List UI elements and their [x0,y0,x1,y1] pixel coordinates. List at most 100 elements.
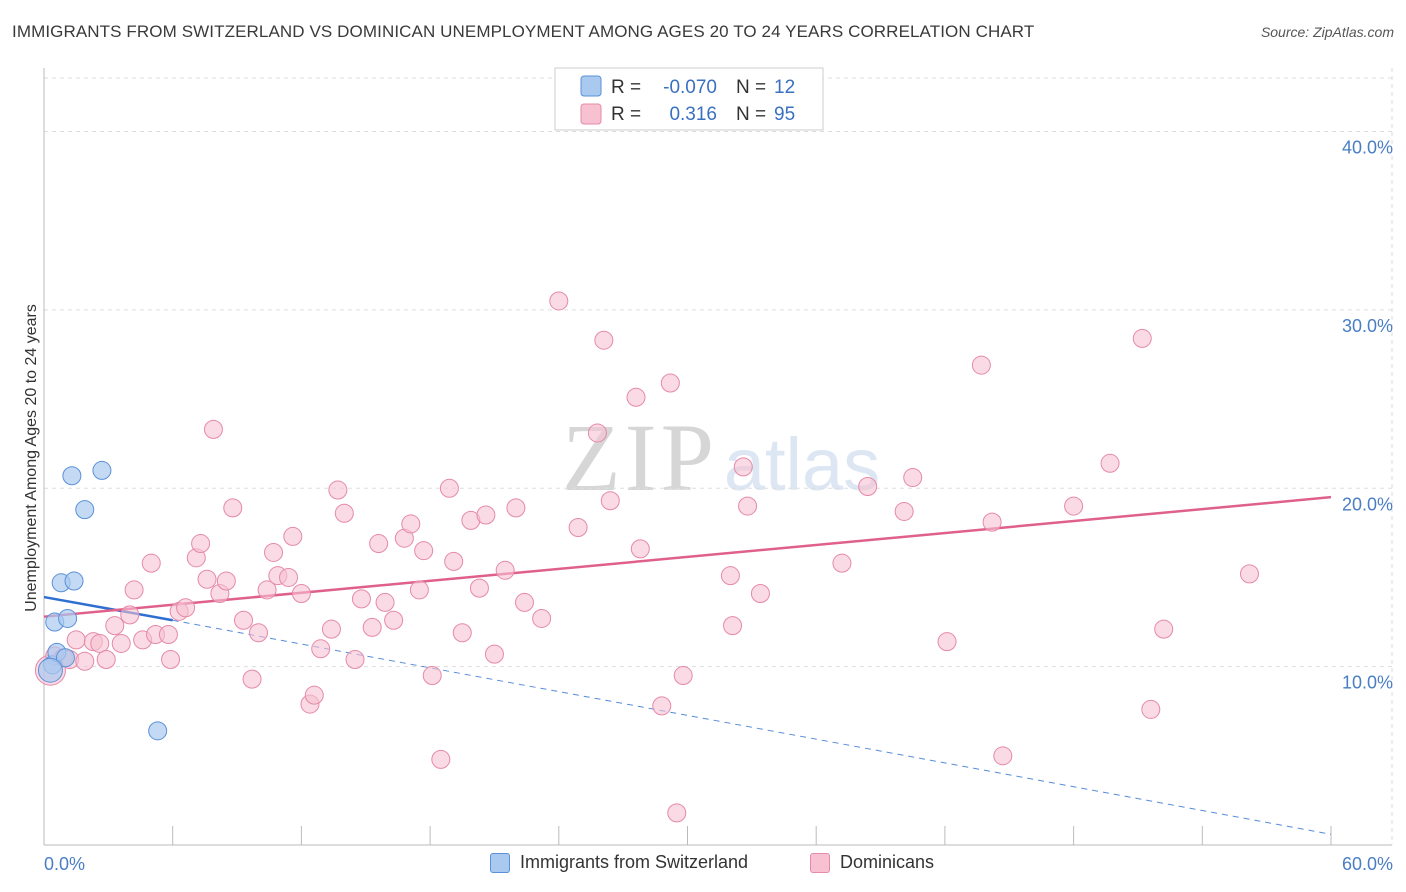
dominicans-point [197,569,217,589]
legend-item-dominicans: Dominicans [810,852,934,873]
dominicans-point [937,632,957,652]
dominicans-point [439,478,459,498]
dominicans-point [75,651,95,671]
dominicans-point [176,598,196,618]
dominicans-points [34,291,1259,823]
dominicans-point [191,534,211,554]
dominicans-point [291,583,311,603]
dominicans-point [660,373,680,393]
watermark: ZIP atlas [562,404,880,511]
dominicans-point [568,517,588,537]
dominicans-point [982,512,1002,532]
x-tick-label-1: 60.0% [1342,854,1393,874]
gridlines [44,68,1393,845]
dominicans-point [1154,619,1174,639]
switzerland-point [92,460,112,480]
switzerland-point [64,571,84,591]
dominicans-point [321,619,341,639]
dominicans-point [587,423,607,443]
dominicans-point [733,457,753,477]
legend-item-switzerland: Immigrants from Switzerland [490,852,748,873]
dominicans-point [161,649,181,669]
series-legend: Immigrants from Switzerland Dominicans [0,852,1406,878]
legend-r-label-pink: R = [611,104,641,125]
dominicans-trend-line [43,495,1332,618]
dominicans-point [384,610,404,630]
source-credit: Source: ZipAtlas.com [1260,24,1394,40]
dominicans-point [369,534,389,554]
dominicans-point [409,580,429,600]
dominicans-point [120,605,140,625]
chart-title: IMMIGRANTS FROM SWITZERLAND VS DOMINICAN… [12,22,1035,41]
dominicans-point [549,291,569,311]
legend-label-switzerland: Immigrants from Switzerland [520,852,749,872]
switzerland-point [62,466,82,486]
dominicans-point [362,617,382,637]
y-axis-label: Unemployment Among Ages 20 to 24 years [23,304,40,612]
y-tick-label-2: 30.0% [1342,316,1393,336]
switzerland-point [75,500,95,520]
dominicans-point [304,685,324,705]
switzerland-points [37,460,168,741]
legend-swatch-pink [580,103,602,125]
dominicans-point [894,501,914,521]
dominicans-point [452,623,472,643]
dominicans-point [105,616,125,636]
legend-r-value-blue: -0.070 [663,77,717,98]
switzerland-trend-line [43,595,173,622]
dominicans-point [506,498,526,518]
switzerland-point [148,721,168,741]
legend-n-value-pink: 95 [774,104,795,125]
dominicans-point [351,589,371,609]
dominicans-point [1064,496,1084,516]
trend-lines [43,495,1332,835]
dominicans-point [993,746,1013,766]
dominicans-point [311,639,331,659]
dominicans-point [66,630,86,650]
dominicans-point [1132,328,1152,348]
dominicans-point [600,491,620,511]
dominicans-point [667,803,687,823]
dominicans-point [264,542,284,562]
dominicans-point [96,649,116,669]
legend-n-value-blue: 12 [774,77,795,98]
switzerland-point [55,648,75,668]
dominicans-point [484,644,504,664]
dominicans-point [750,583,770,603]
dominicans-point [971,355,991,375]
dominicans-point [422,666,442,686]
watermark-zip: ZIP [562,404,718,511]
dominicans-point [673,666,693,686]
switzerland-point [37,657,63,683]
dominicans-point [328,480,348,500]
dominicans-point [90,633,110,653]
y-tick-label-0: 10.0% [1342,673,1393,693]
y-tick-label-3: 40.0% [1342,138,1393,158]
dominicans-point [1141,699,1161,719]
dominicans-point [532,608,552,628]
dominicans-point [738,496,758,516]
dominicans-point [375,592,395,612]
dominicans-point [203,419,223,439]
dominicans-point [469,578,489,598]
correlation-legend: R = -0.070 N = 12 R = 0.316 N = 95 [554,67,824,131]
legend-label-dominicans: Dominicans [840,852,935,872]
dominicans-point [283,526,303,546]
y-tick-label-1: 20.0% [1342,494,1393,514]
dominicans-point [858,476,878,496]
dominicans-point [1239,564,1259,584]
x-tick-label-0: 0.0% [44,854,85,874]
dominicans-point [514,592,534,612]
dominicans-point [652,696,672,716]
dominicans-point [124,580,144,600]
dominicans-point [630,539,650,559]
x-axis-tick-labels: 0.0% 60.0% [44,854,1393,874]
legend-n-label-pink: N = [736,104,766,125]
legend-swatch-dominicans [810,852,830,873]
dominicans-point [723,616,743,636]
dominicans-point [257,580,277,600]
legend-swatch-blue [580,75,602,97]
dominicans-point [1100,453,1120,473]
dominicans-point [233,610,253,630]
